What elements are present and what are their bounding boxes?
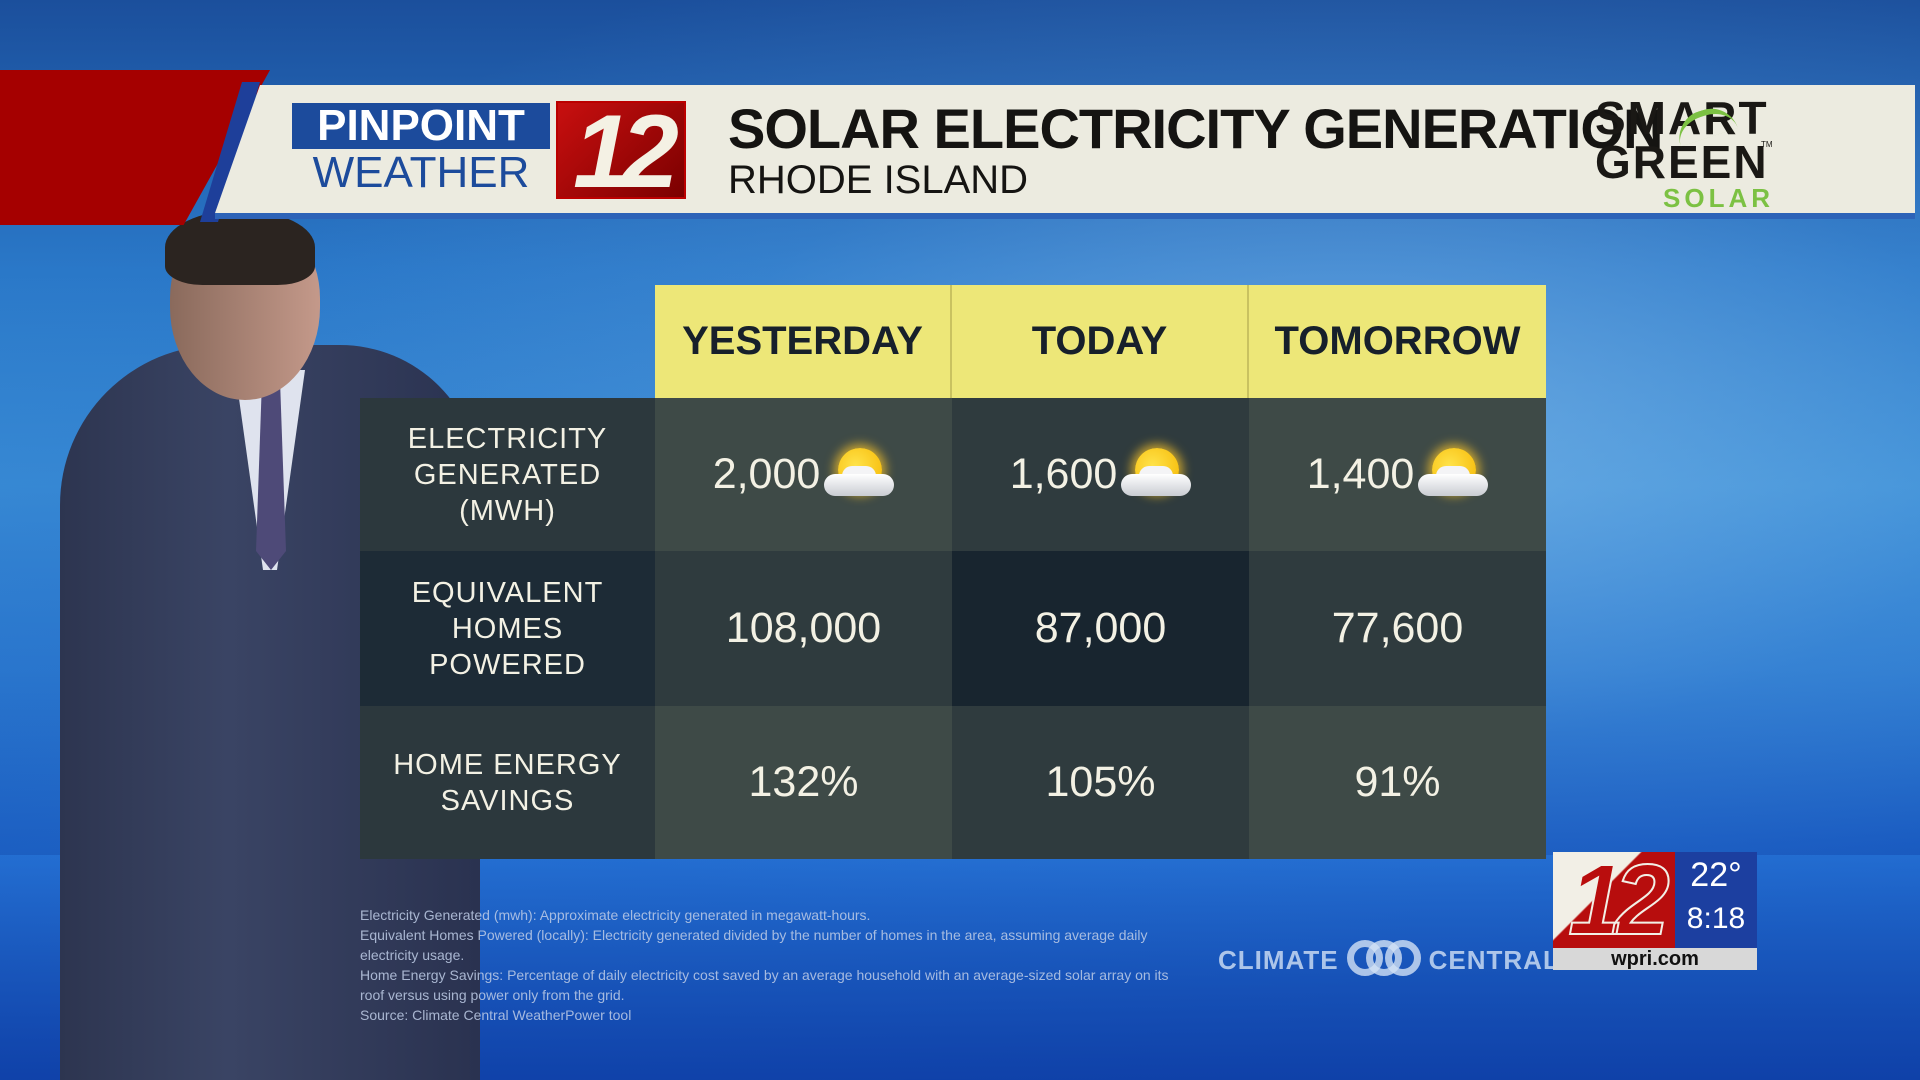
cell-value: 91% [1354,758,1441,806]
table-cell: 2,000 [655,398,952,551]
climate-central-logo: CLIMATE CENTRAL [1218,940,1560,980]
cell-value: 108,000 [725,604,882,652]
row-label-homes: EQUIVALENT HOMES POWERED [360,551,655,706]
brand-logo-weather: WEATHER [312,148,530,197]
station-bug: 12 22° 8:18 wpri.com [1553,849,1757,970]
current-time: 8:18 [1686,902,1746,935]
climate-central-right: CENTRAL [1428,944,1560,975]
label-line: GENERATED [413,458,602,491]
footnote-line: Home Energy Savings: Percentage of daily… [360,967,1169,1003]
page-subtitle: RHODE ISLAND [728,158,1029,202]
cell-value: 2,000 [712,450,821,498]
column-header-today: TODAY [952,285,1249,398]
footnote-line: Source: Climate Central WeatherPower too… [360,1007,632,1023]
climate-central-rings-icon [1346,940,1421,980]
label-line: EQUIVALENT [411,576,604,609]
sponsor-line3: SOLAR [1663,183,1774,213]
presenter-tie [256,380,286,570]
channel-12-logo: 12 [556,100,686,204]
channel-12-bug-logo: 12 [1553,849,1675,951]
sponsor-line2: GREEN [1595,136,1769,188]
label-line: HOMES [451,612,564,645]
sponsor-line1: SMART [1595,92,1769,144]
column-header-yesterday: YESTERDAY [655,285,952,398]
table-cell: 132% [655,706,952,859]
sponsor-logo: TM SMART GREEN SOLAR [1595,92,1775,213]
label-line: (MWH) [459,494,556,527]
climate-central-left: CLIMATE [1218,944,1339,975]
cell-value: 1,400 [1306,450,1415,498]
label-line: SAVINGS [440,784,575,817]
row-label-savings: HOME ENERGY SAVINGS [360,706,655,859]
table-cell: 87,000 [952,551,1249,706]
page-title: SOLAR ELECTRICITY GENERATION [728,97,1663,160]
table-cell: 77,600 [1249,551,1546,706]
presenter-hair [165,210,315,285]
bug-info: 22° 8:18 [1675,852,1757,948]
table-cell: 1,400 [1249,398,1546,551]
station-url: wpri.com [1553,948,1757,970]
cell-value: 105% [1045,758,1156,806]
partly-sunny-icon [824,440,895,510]
cell-value: 77,600 [1331,604,1464,652]
header-underline [215,213,1915,219]
brand-logo-pinpoint: PINPOINT [292,103,550,149]
label-line: ELECTRICITY [407,422,608,455]
sponsor-trademark: TM [1761,140,1773,149]
footnote-line: Electricity Generated (mwh): Approximate… [360,907,871,923]
partly-sunny-icon [1418,440,1489,510]
table-cell: 1,600 [952,398,1249,551]
label-line: POWERED [429,648,586,681]
column-header-tomorrow: TOMORROW [1249,285,1546,398]
label-line: HOME ENERGY [393,748,622,781]
table-cell: 108,000 [655,551,952,706]
table-cell: 91% [1249,706,1546,859]
footnote-line: Equivalent Homes Powered (locally): Elec… [360,927,1148,963]
footnote: Electricity Generated (mwh): Approximate… [360,905,1190,1025]
cell-value: 132% [748,758,859,806]
partly-sunny-icon [1121,440,1192,510]
table-cell: 105% [952,706,1249,859]
cell-value: 87,000 [1034,604,1167,652]
current-temperature: 22° [1690,856,1742,894]
row-label-electricity: ELECTRICITY GENERATED (MWH) [360,398,655,551]
cell-value: 1,600 [1009,450,1118,498]
